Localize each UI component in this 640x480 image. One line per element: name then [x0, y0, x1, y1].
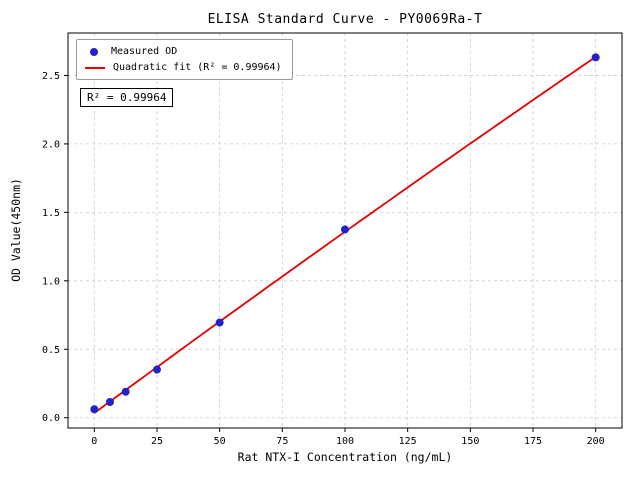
- y-axis-label: OD Value(450nm): [9, 178, 23, 282]
- svg-text:2.5: 2.5: [42, 71, 60, 82]
- svg-text:0: 0: [91, 436, 97, 447]
- svg-text:1.0: 1.0: [42, 276, 60, 287]
- svg-text:200: 200: [587, 436, 605, 447]
- svg-text:50: 50: [214, 436, 226, 447]
- legend-item-quadratic-fit: Quadratic fit (R² = 0.99964): [85, 62, 282, 73]
- legend-dot-swatch: [90, 47, 98, 56]
- legend-box: Measured OD Quadratic fit (R² = 0.99964): [76, 39, 293, 80]
- svg-text:25: 25: [151, 436, 163, 447]
- legend-label-quadratic-fit: Quadratic fit (R² = 0.99964): [113, 62, 282, 73]
- legend-item-measured-od: Measured OD: [85, 46, 282, 57]
- svg-text:175: 175: [524, 436, 542, 447]
- svg-text:0.5: 0.5: [42, 345, 60, 356]
- svg-text:125: 125: [399, 436, 417, 447]
- legend-line-swatch: [85, 66, 105, 69]
- svg-text:100: 100: [336, 436, 354, 447]
- legend-label-measured-od: Measured OD: [111, 46, 178, 57]
- svg-text:75: 75: [276, 436, 288, 447]
- svg-text:150: 150: [461, 436, 479, 447]
- r-squared-annotation: R² = 0.99964: [80, 88, 174, 107]
- x-axis-label: Rat NTX-I Concentration (ng/mL): [237, 450, 453, 464]
- chart-title: ELISA Standard Curve - PY0069Ra-T: [207, 12, 483, 27]
- svg-text:2.0: 2.0: [42, 139, 60, 150]
- svg-text:1.5: 1.5: [42, 208, 60, 219]
- svg-text:0.0: 0.0: [42, 413, 60, 424]
